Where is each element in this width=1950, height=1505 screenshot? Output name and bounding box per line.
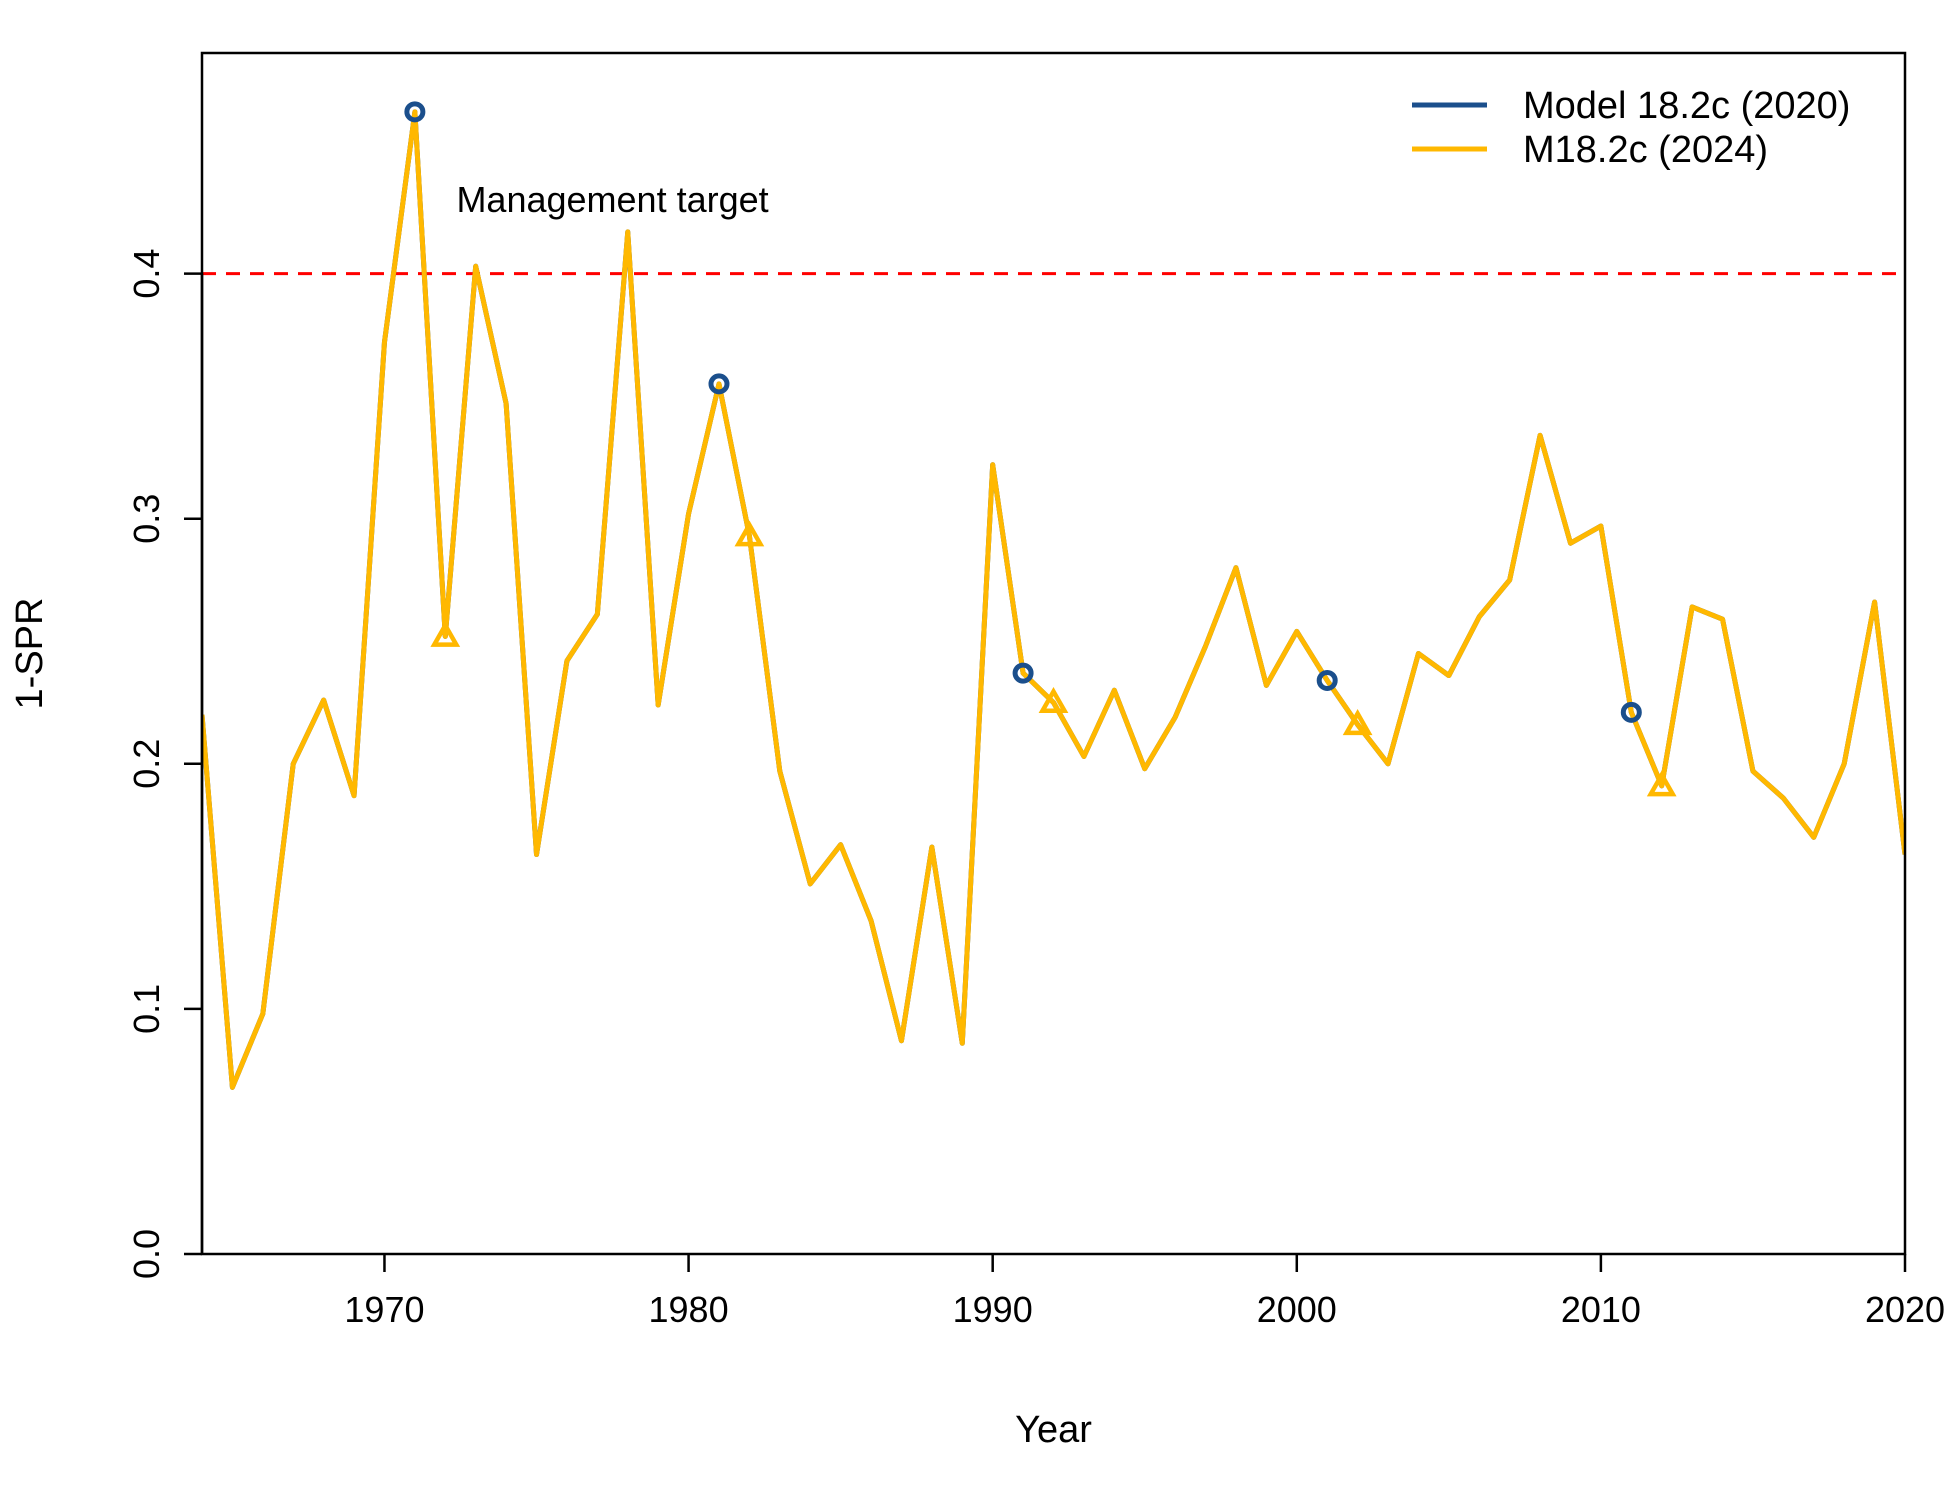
plot-frame (200, 51, 1907, 1256)
y-tick-label: 0.4 (126, 249, 167, 299)
x-tick-label: 1970 (344, 1289, 424, 1330)
series-1-point (1646, 770, 1677, 797)
series-1-point (1342, 709, 1373, 736)
series-0-point (404, 101, 426, 123)
management-target-label: Management target (456, 179, 768, 220)
x-tick-label: 2010 (1561, 1289, 1641, 1330)
series-0-point (1620, 701, 1642, 723)
x-axis: 1970 1980 1990 2000 2010 2020 (344, 1254, 1945, 1330)
y-axis-title: 1-SPR (9, 598, 51, 710)
y-axis: 0.0 0.1 0.2 0.3 0.4 (126, 249, 204, 1279)
series-1-point (430, 620, 461, 647)
legend-label-model-2020: Model 18.2c (2020) (1523, 85, 1850, 127)
series-layer (202, 109, 1905, 1090)
series-0-point (708, 373, 730, 395)
x-tick-label: 1980 (649, 1289, 729, 1330)
x-tick-label: 2020 (1865, 1289, 1945, 1330)
series-line-0 (202, 109, 1905, 1090)
series-0-point (1316, 669, 1338, 691)
legend: Model 18.2c (2020) M18.2c (2024) (1412, 85, 1850, 171)
y-tick-label: 0.3 (126, 494, 167, 544)
y-tick-label: 0.1 (126, 984, 167, 1034)
x-axis-title: Year (1015, 1409, 1092, 1451)
series-line-1 (202, 109, 1905, 1090)
y-tick-label: 0.0 (126, 1229, 167, 1279)
series-1-point (734, 520, 765, 547)
x-tick-label: 2000 (1257, 1289, 1337, 1330)
marker-layer (404, 101, 1677, 797)
x-tick-label: 1990 (953, 1289, 1033, 1330)
y-tick-label: 0.2 (126, 739, 167, 789)
legend-label-m18-2024: M18.2c (2024) (1523, 129, 1768, 171)
series-0-point (1012, 662, 1034, 684)
series-1-point (1038, 686, 1069, 714)
